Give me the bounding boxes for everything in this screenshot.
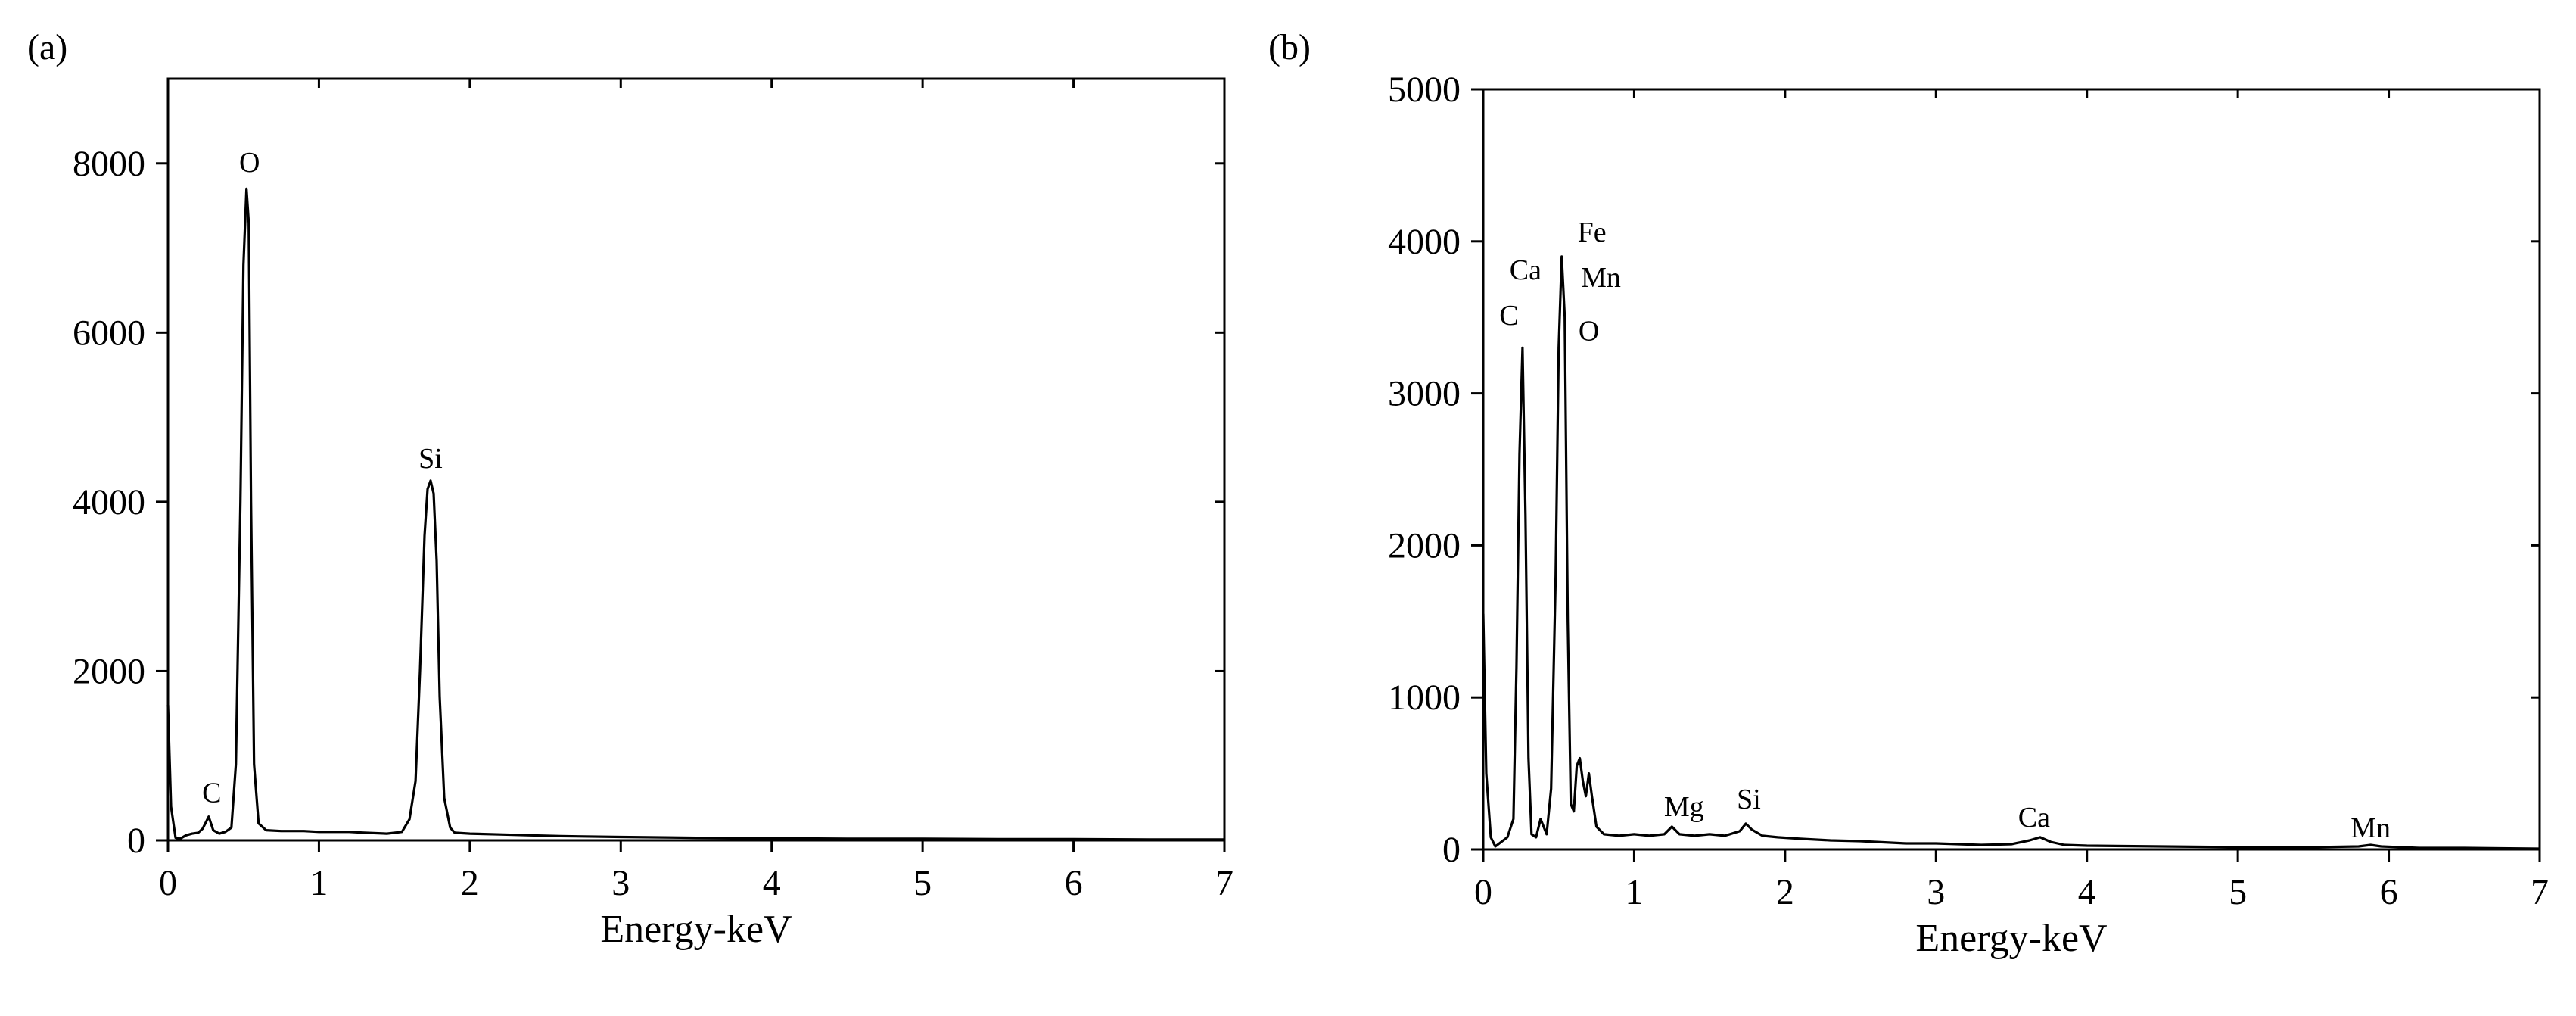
peak-label: Si [418, 443, 443, 475]
x-tick-label: 4 [763, 863, 781, 903]
panel-label: (b) [1268, 27, 1311, 67]
y-tick-label: 6000 [73, 313, 145, 353]
x-tick-label: 3 [1927, 872, 1945, 912]
peak-label: Ca [1510, 254, 1542, 286]
x-axis-title: Energy-keV [600, 908, 792, 951]
y-tick-label: 0 [1442, 830, 1461, 870]
y-tick-label: 2000 [73, 651, 145, 691]
x-tick-label: 2 [461, 863, 479, 903]
peak-label: Ca [2018, 802, 2050, 834]
x-tick-label: 5 [2229, 872, 2247, 912]
peak-label: Mn [1581, 262, 1621, 294]
x-tick-label: 1 [310, 863, 328, 903]
peak-label: Mg [1664, 791, 1704, 823]
x-tick-label: 0 [1474, 872, 1492, 912]
plot-frame [166, 77, 1226, 842]
x-tick-label: 0 [159, 863, 177, 903]
x-tick-label: 2 [1776, 872, 1794, 912]
panel-label: (a) [27, 27, 67, 67]
chart-panel-b: (b) 0 1 2 3 4 5 6 7 0 1000 2000 3000 4000 5000 Energy-k… [1268, 27, 2549, 960]
y-tick-label: 2000 [1388, 525, 1461, 566]
chart-panel-a: (a) 0 1 2 3 4 5 6 7 0 2000 4000 6000 8000 Energy-keV O S… [27, 27, 1234, 951]
x-tick-label: 6 [2380, 872, 2398, 912]
y-tick-label: 8000 [73, 144, 145, 184]
x-tick-label: 6 [1065, 863, 1083, 903]
y-tick-label: 4000 [73, 482, 145, 522]
spectrum-line [166, 187, 1224, 841]
plot-frame [1482, 88, 2541, 851]
peak-label: O [239, 147, 260, 179]
peak-label: C [202, 778, 221, 809]
x-tick-label: 7 [2531, 872, 2549, 912]
y-tick-label: 4000 [1388, 222, 1461, 262]
peak-label: Si [1737, 784, 1761, 815]
y-tick-label: 3000 [1388, 374, 1461, 414]
y-tick-label: 0 [127, 821, 145, 861]
x-tick-label: 5 [913, 863, 932, 903]
peak-label: Mn [2350, 812, 2391, 844]
x-tick-label: 3 [611, 863, 630, 903]
peak-label: O [1579, 315, 1599, 347]
x-axis-title: Energy-keV [1915, 917, 2107, 960]
x-tick-label: 1 [1625, 872, 1643, 912]
spectrum-line [1482, 255, 2540, 850]
peak-label: Fe [1578, 217, 1607, 248]
y-tick-label: 1000 [1388, 678, 1461, 718]
x-tick-label: 4 [2078, 872, 2096, 912]
peak-label: C [1499, 300, 1518, 332]
x-tick-label: 7 [1215, 863, 1234, 903]
y-tick-label: 5000 [1388, 70, 1461, 110]
